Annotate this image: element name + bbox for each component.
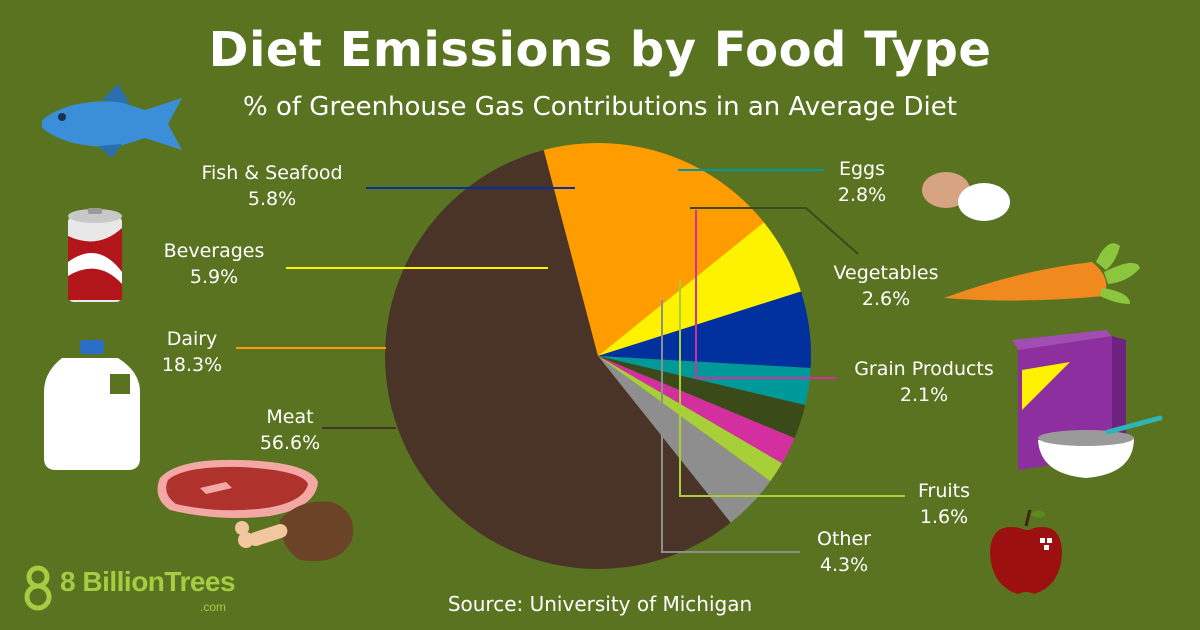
leader-line-fruits — [679, 280, 905, 497]
pie-slice-vegetables — [598, 356, 806, 439]
label-beverages: Beverages 5.9% — [114, 238, 314, 290]
label-value: 4.3% — [819, 554, 869, 576]
label-name: Beverages — [163, 240, 265, 262]
label-value: 2.8% — [837, 184, 887, 206]
pie-slice-grain-products — [598, 356, 795, 464]
pie-slice-meat — [385, 150, 731, 569]
pie-slice-fruits — [598, 356, 783, 482]
pie-slice-other — [598, 356, 771, 523]
label-name: Fish & Seafood — [201, 162, 343, 184]
label-other: Other 4.3% — [744, 526, 944, 578]
soda-can-icon — [68, 208, 122, 302]
label-value: 5.9% — [189, 266, 239, 288]
label-value: 56.6% — [259, 432, 321, 454]
label-fish-seafood: Fish & Seafood 5.8% — [172, 160, 372, 212]
label-name: Grain Products — [854, 358, 994, 380]
label-value: 1.6% — [919, 506, 969, 528]
leader-line-grain-products — [695, 210, 836, 379]
source-note: Source: University of Michigan — [447, 592, 753, 616]
label-value: 18.3% — [161, 354, 223, 376]
label-eggs: Eggs 2.8% — [762, 156, 962, 208]
cereal-icon — [1012, 330, 1163, 478]
label-grain-products: Grain Products 2.1% — [824, 356, 1024, 408]
brand-logo-icon — [24, 565, 52, 611]
label-dairy: Dairy 18.3% — [92, 326, 292, 378]
steak-icon — [157, 459, 318, 518]
label-value: 5.8% — [247, 188, 297, 210]
label-name: Fruits — [917, 480, 971, 502]
label-name: Vegetables — [833, 262, 939, 284]
eggs-icon — [922, 172, 1010, 221]
drumstick-icon — [235, 501, 354, 562]
brand-suffix: .com — [200, 600, 227, 614]
page-title: Diet Emissions by Food Type — [208, 22, 992, 78]
label-name: Dairy — [166, 328, 218, 350]
label-value: 2.6% — [861, 288, 911, 310]
pie-slice-eggs — [598, 356, 811, 406]
apple-icon — [990, 509, 1062, 594]
pie-slice-fish-seafood — [598, 291, 812, 369]
label-name: Meat — [266, 406, 314, 428]
page-subtitle: % of Greenhouse Gas Contributions in an … — [243, 92, 957, 122]
pie-slice-dairy — [543, 143, 764, 356]
label-meat: Meat 56.6% — [190, 404, 390, 456]
label-fruits: Fruits 1.6% — [844, 478, 1044, 530]
fish-icon — [42, 84, 182, 158]
leader-line-other — [661, 300, 800, 553]
label-value: 2.1% — [899, 384, 949, 406]
milk-jug-icon — [44, 340, 140, 470]
brand-name[interactable]: 8 BillionTrees — [60, 566, 236, 597]
label-vegetables: Vegetables 2.6% — [786, 260, 986, 312]
pie-slice-beverages — [598, 222, 801, 356]
label-name: Other — [817, 528, 871, 550]
leader-line-vegetables — [690, 207, 859, 255]
carrot-icon — [944, 243, 1140, 304]
label-name: Eggs — [838, 158, 886, 180]
